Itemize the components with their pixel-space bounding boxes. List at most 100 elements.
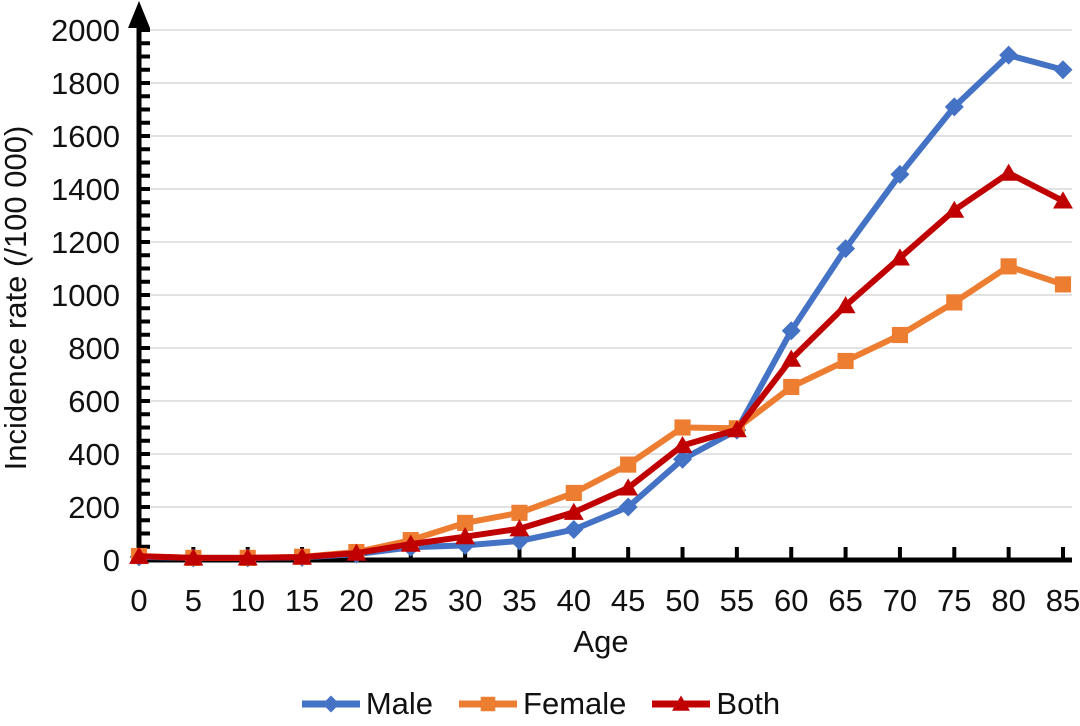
y-axis-tick bbox=[141, 213, 150, 218]
legend-marker bbox=[322, 695, 340, 713]
y-axis-tick bbox=[141, 266, 150, 271]
y-axis-tick bbox=[141, 518, 150, 523]
y-tick-label: 2000 bbox=[51, 13, 120, 48]
y-tick-label: 1200 bbox=[51, 225, 120, 260]
x-tick-label: 85 bbox=[1046, 583, 1080, 618]
female-marker bbox=[1000, 258, 1017, 275]
male-marker bbox=[836, 239, 856, 259]
x-tick-label: 75 bbox=[937, 583, 971, 618]
x-axis-tick bbox=[952, 547, 957, 560]
y-axis-tick bbox=[141, 412, 150, 417]
male-marker bbox=[673, 449, 693, 469]
y-axis-title: Incidence rate (/100 000) bbox=[0, 125, 33, 471]
y-axis-tick bbox=[141, 81, 150, 85]
x-tick-label: 70 bbox=[883, 583, 917, 618]
both-marker bbox=[726, 420, 747, 438]
y-axis-tick bbox=[141, 226, 150, 231]
legend-marker bbox=[672, 695, 691, 711]
x-tick-label: 30 bbox=[448, 583, 482, 618]
both-series bbox=[129, 163, 1073, 566]
x-tick-label: 5 bbox=[185, 583, 202, 618]
y-axis-arrow-icon bbox=[128, 1, 150, 28]
y-tick-label: 200 bbox=[68, 490, 120, 525]
male-marker bbox=[618, 497, 638, 517]
both-marker bbox=[781, 349, 802, 367]
x-tick-label: 15 bbox=[285, 583, 319, 618]
square-legend-swatch-icon bbox=[459, 696, 518, 712]
x-axis-tick bbox=[734, 547, 739, 560]
legend-label: Male bbox=[365, 686, 434, 721]
x-axis-tick bbox=[1061, 547, 1065, 560]
x-tick-label: 40 bbox=[557, 583, 591, 618]
y-axis-tick bbox=[141, 107, 150, 112]
both-marker bbox=[835, 296, 856, 314]
y-tick-label: 0 bbox=[103, 543, 120, 578]
y-axis-tick bbox=[141, 425, 150, 430]
y-axis-tick bbox=[141, 253, 150, 258]
female-marker bbox=[891, 326, 909, 344]
male-line bbox=[136, 52, 1066, 561]
y-axis-tick bbox=[141, 134, 150, 138]
both-marker bbox=[455, 527, 476, 545]
x-tick-label: 80 bbox=[991, 583, 1025, 618]
both-marker bbox=[889, 248, 910, 266]
both-marker bbox=[1053, 191, 1073, 209]
y-axis-tick bbox=[141, 279, 150, 284]
male-marker bbox=[944, 97, 964, 117]
diamond-legend-swatch-icon bbox=[301, 695, 360, 713]
male-series bbox=[129, 45, 1073, 568]
x-tick-label: 50 bbox=[665, 583, 699, 618]
y-axis-tick bbox=[141, 200, 150, 205]
y-axis-tick bbox=[141, 28, 150, 32]
both-marker bbox=[563, 502, 584, 520]
y-axis-tick bbox=[141, 54, 150, 59]
y-axis-tick bbox=[141, 544, 150, 549]
x-tick-label: 20 bbox=[339, 583, 373, 618]
female-line bbox=[136, 263, 1066, 561]
female-marker bbox=[620, 456, 637, 473]
y-tick-label: 1400 bbox=[51, 172, 120, 207]
y-axis-tick bbox=[141, 359, 150, 364]
legend: Male Female Both bbox=[0, 686, 1080, 722]
x-tick-label: 45 bbox=[611, 583, 645, 618]
both-marker bbox=[129, 546, 149, 564]
x-axis-tick bbox=[1006, 547, 1011, 560]
y-tick-label: 1000 bbox=[51, 278, 120, 313]
y-axis-tick bbox=[141, 478, 150, 483]
y-axis-tick bbox=[141, 531, 150, 536]
y-axis-tick bbox=[141, 399, 150, 403]
both-marker bbox=[944, 200, 965, 218]
both-marker bbox=[618, 478, 639, 496]
legend-label: Both bbox=[716, 686, 781, 721]
x-axis-tick bbox=[626, 547, 631, 560]
x-tick-label: 25 bbox=[394, 583, 428, 618]
both-line bbox=[136, 170, 1066, 561]
female-marker bbox=[946, 294, 963, 311]
both-marker bbox=[509, 519, 530, 537]
legend-label: Female bbox=[523, 686, 627, 721]
x-axis-tick bbox=[571, 547, 576, 560]
male-marker bbox=[1053, 60, 1073, 80]
female-marker bbox=[837, 352, 854, 370]
female-marker bbox=[565, 484, 582, 502]
y-axis-tick bbox=[141, 505, 150, 509]
both-marker bbox=[400, 534, 421, 552]
y-axis-tick bbox=[141, 67, 150, 72]
y-axis-tick bbox=[141, 438, 150, 443]
y-axis-tick bbox=[141, 385, 150, 390]
y-tick-label: 800 bbox=[68, 331, 120, 366]
y-axis-tick bbox=[141, 346, 150, 350]
male-marker bbox=[999, 45, 1019, 65]
female-marker bbox=[511, 504, 528, 521]
y-axis-tick bbox=[141, 41, 150, 46]
both-marker bbox=[998, 163, 1019, 181]
male-marker bbox=[781, 321, 801, 341]
y-axis-tick bbox=[141, 240, 150, 244]
female-marker bbox=[457, 514, 474, 531]
x-axis-tick bbox=[789, 547, 794, 560]
female-marker bbox=[783, 378, 800, 396]
y-axis-tick bbox=[141, 173, 150, 178]
y-tick-label: 1800 bbox=[51, 66, 120, 101]
